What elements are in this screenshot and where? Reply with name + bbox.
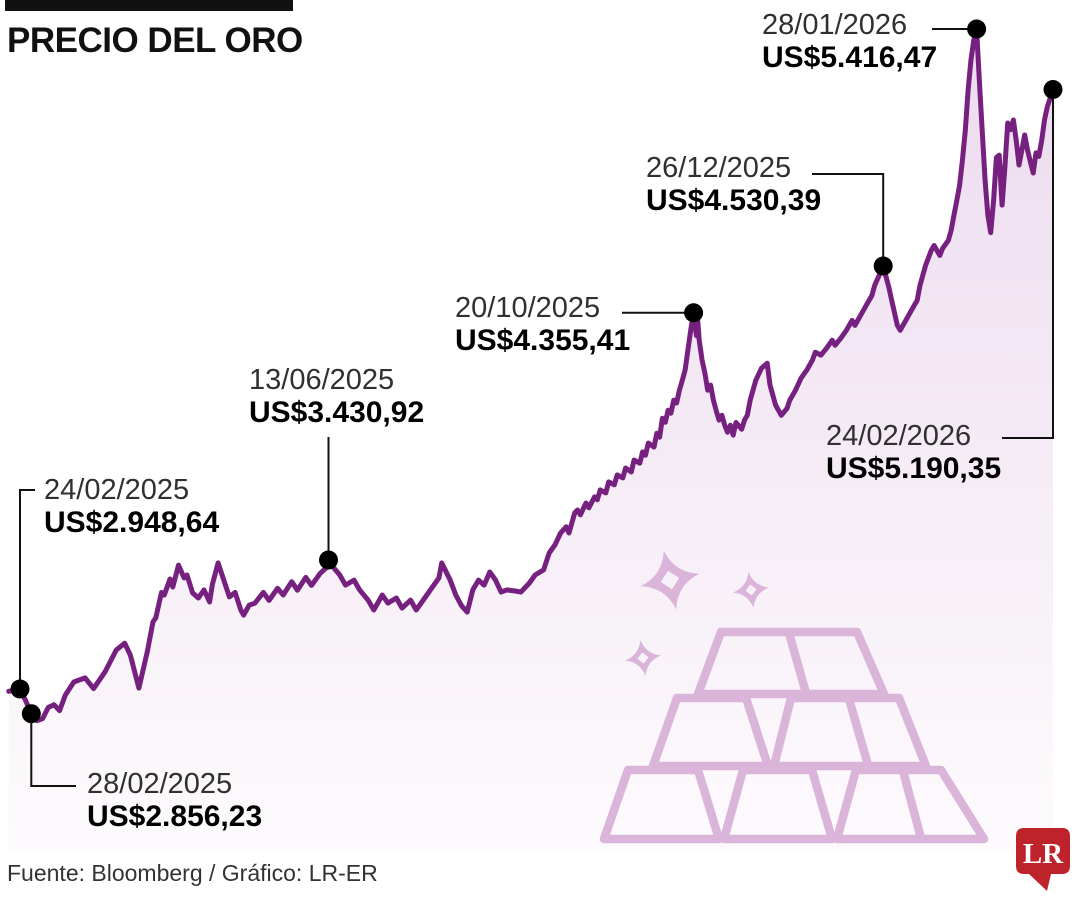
annotation-connectors: [19, 28, 1054, 787]
gold-bars-icon: [599, 627, 989, 844]
annotation-callout: 20/10/2025 US$4.355,41: [455, 292, 630, 358]
annotation-callout: 13/06/2025 US$3.430,92: [249, 364, 424, 430]
lr-logo: LR: [1016, 828, 1070, 891]
annotation-value: US$4.355,41: [455, 324, 631, 357]
annotation-value: US$5.190,35: [826, 452, 1002, 485]
annotation-date: 26/12/2025: [646, 152, 792, 184]
annotation-date: 13/06/2025: [249, 364, 395, 396]
annotation-dot: [21, 704, 41, 724]
sparkle-icon: [625, 550, 769, 676]
annotation-callout: 28/02/2025 US$2.856,23: [87, 768, 262, 834]
annotation-connector: [19, 489, 35, 680]
annotation-dot: [1043, 80, 1063, 99]
annotation-value: US$5.416,47: [762, 41, 938, 74]
annotation-dot: [10, 679, 30, 699]
annotation-connector: [30, 722, 76, 787]
lr-logo-text: LR: [1023, 838, 1064, 870]
page-title: PRECIO DEL ORO: [7, 21, 303, 60]
annotation-dot: [967, 19, 987, 39]
annotation-dot: [684, 303, 704, 323]
gold-watermark: [599, 550, 989, 844]
annotation-dots: [10, 19, 1063, 724]
annotation-callout: 26/12/2025 US$4.530,39: [646, 152, 821, 218]
annotation-callout: 24/02/2025 US$2.948,64: [44, 474, 219, 540]
annotation-dot: [319, 550, 338, 570]
annotation-connector: [1002, 98, 1054, 439]
annotation-dot: [873, 256, 893, 276]
source-credit: Fuente: Bloomberg / Gráfico: LR-ER: [7, 860, 378, 886]
speech-bubble-shape: [1016, 828, 1070, 891]
annotation-date: 28/01/2026: [762, 9, 908, 41]
annotation-callout: 24/02/2026 US$5.190,35: [826, 420, 1001, 486]
annotation-callout: 28/01/2026 US$5.416,47: [762, 9, 937, 75]
annotation-date: 28/02/2025: [87, 768, 233, 800]
annotation-value: US$3.430,92: [249, 396, 425, 429]
title-accent-bar: [5, 0, 293, 11]
annotation-date: 20/10/2025: [455, 292, 601, 324]
price-line: [6, 26, 1056, 724]
annotation-value: US$2.856,23: [87, 800, 263, 833]
annotation-value: US$2.948,64: [44, 506, 220, 539]
annotation-value: US$4.530,39: [646, 184, 822, 217]
annotation-connector: [812, 173, 885, 257]
annotation-date: 24/02/2026: [826, 420, 972, 452]
annotation-date: 24/02/2025: [44, 474, 190, 506]
